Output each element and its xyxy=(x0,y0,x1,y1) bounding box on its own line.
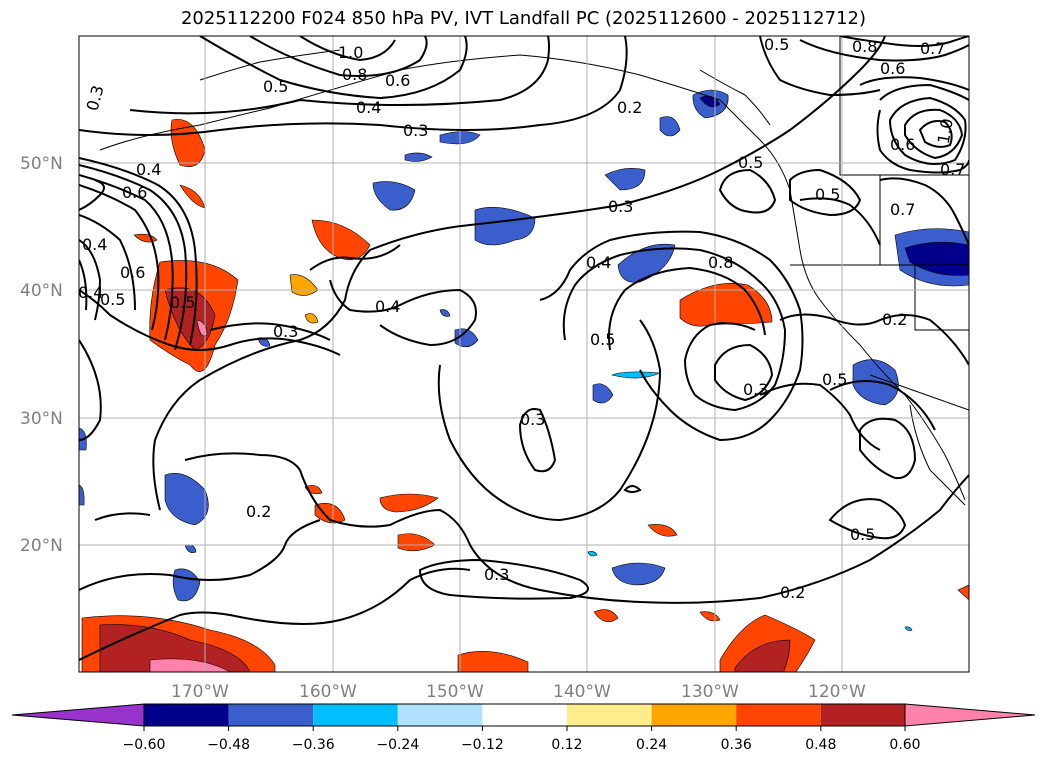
lat-label: 20°N xyxy=(20,536,63,556)
lon-label: 140°W xyxy=(553,682,611,702)
contour-label: 1.0 xyxy=(934,117,957,145)
colorbar-extend-min xyxy=(11,703,145,727)
colorbar-segment xyxy=(567,704,652,726)
colorbar-tick: 0.60 xyxy=(889,737,920,753)
contour-label: 0.8 xyxy=(342,65,367,84)
colorbar-segment xyxy=(397,704,483,726)
map-frame xyxy=(78,35,970,673)
contour-label: 0.4 xyxy=(136,160,161,179)
contour-label: 0.6 xyxy=(385,71,410,90)
colorbar-tick: −0.12 xyxy=(461,737,504,753)
negative-anomaly-shading xyxy=(79,89,969,631)
contour-label: 0.6 xyxy=(120,263,145,282)
contour-label: 0.5 xyxy=(170,293,195,312)
contour-label: 0.5 xyxy=(100,290,125,309)
contour-label: 0.3 xyxy=(608,197,633,216)
contour-label: 0.5 xyxy=(590,330,615,349)
latitude-labels: 50°N 40°N 30°N 20°N xyxy=(20,154,63,556)
colorbar-tick: −0.24 xyxy=(376,737,419,753)
colorbar-tick: −0.48 xyxy=(207,737,250,753)
gridlines xyxy=(79,36,969,672)
lon-label: 130°W xyxy=(681,682,739,702)
map-title: 2025112200 F024 850 hPa PV, IVT Landfall… xyxy=(180,8,867,29)
contour-label: 0.4 xyxy=(78,283,103,302)
colorbar-tick: 0.12 xyxy=(551,737,582,753)
contour-label: 0.7 xyxy=(940,160,965,179)
colorbar: −0.60 −0.48 −0.36 −0.24 −0.12 0.12 0.24 … xyxy=(11,703,1036,753)
colorbar-tick: −0.60 xyxy=(123,737,166,753)
lat-label: 30°N xyxy=(20,409,63,429)
contour-label: 0.3 xyxy=(484,565,509,584)
longitude-labels: 170°W 160°W 150°W 140°W 130°W 120°W xyxy=(171,682,866,702)
lat-label: 50°N xyxy=(20,154,63,174)
contour-label: 0.8 xyxy=(708,253,733,272)
contour-label: 0.5 xyxy=(822,370,847,389)
colorbar-segment xyxy=(651,704,737,726)
pv-contours xyxy=(79,36,969,661)
contour-label: 0.8 xyxy=(852,37,877,56)
contour-label: 0.5 xyxy=(738,153,763,172)
contour-label: 0.4 xyxy=(82,235,107,254)
contour-label: 0.6 xyxy=(880,59,905,78)
colorbar-segment xyxy=(228,704,314,726)
lon-label: 160°W xyxy=(299,682,357,702)
colorbar-segment xyxy=(144,704,229,726)
colorbar-segment xyxy=(820,704,906,726)
contour-label: 0.3 xyxy=(273,322,298,341)
contour-label: 0.4 xyxy=(356,98,381,117)
contour-label: 0.5 xyxy=(764,35,789,54)
contour-label-group: 0.3 1.0 0.8 0.6 0.5 0.4 0.3 0.2 0.5 0.8 … xyxy=(78,35,965,602)
contour-label: 0.4 xyxy=(586,253,611,272)
contour-label: 0.6 xyxy=(122,183,147,202)
contour-label: 0.2 xyxy=(617,98,642,117)
contour-label: 0.5 xyxy=(850,525,875,544)
colorbar-tick: 0.36 xyxy=(721,737,752,753)
plot-area: 0.3 1.0 0.8 0.6 0.5 0.4 0.3 0.2 0.5 0.8 … xyxy=(78,35,969,672)
contour-label: 0.3 xyxy=(403,121,428,140)
contour-label: 1.0 xyxy=(338,43,363,62)
contour-label: 0.3 xyxy=(743,380,768,399)
colorbar-tick: −0.36 xyxy=(292,737,335,753)
colorbar-tick: 0.48 xyxy=(805,737,836,753)
contour-label: 0.6 xyxy=(890,135,915,154)
colorbar-segment xyxy=(736,704,821,726)
colorbar-segment xyxy=(313,704,398,726)
contour-label: 0.5 xyxy=(263,77,288,96)
contour-label: 0.5 xyxy=(815,185,840,204)
colorbar-tick: 0.24 xyxy=(636,737,667,753)
contour-label: 0.2 xyxy=(780,583,805,602)
contour-label: 0.3 xyxy=(520,410,545,429)
lon-label: 150°W xyxy=(426,682,484,702)
colorbar-segment xyxy=(482,704,567,726)
lon-label: 120°W xyxy=(808,682,866,702)
lon-label: 170°W xyxy=(171,682,229,702)
colorbar-extend-max xyxy=(904,703,1036,727)
contour-label: 0.4 xyxy=(375,297,400,316)
contour-label: 0.7 xyxy=(890,200,915,219)
contour-label: 0.7 xyxy=(920,39,945,58)
contour-label: 0.2 xyxy=(882,310,907,329)
contour-label: 0.2 xyxy=(246,502,271,521)
lat-label: 40°N xyxy=(20,281,63,301)
